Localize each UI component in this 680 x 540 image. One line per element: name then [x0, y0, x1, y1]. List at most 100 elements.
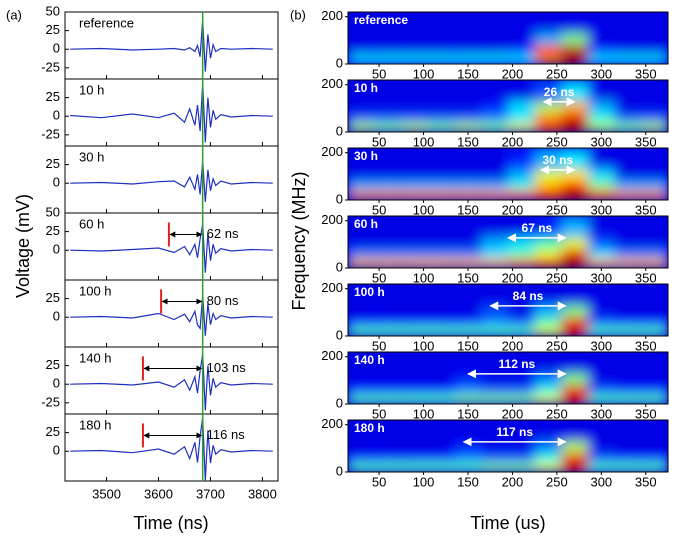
x-tick-label: 150: [457, 338, 479, 353]
x-axis-title: Time (ns): [133, 513, 208, 533]
heatmap-cell: [401, 113, 428, 123]
heatmap-cell: [508, 148, 535, 170]
heatmap-cell: [534, 453, 562, 463]
heatmap-cell: [614, 394, 642, 404]
heatmap-cell: [374, 462, 402, 472]
heatmap-cell: [614, 284, 642, 306]
heatmap-cell: [374, 394, 402, 404]
heatmap-cell: [508, 45, 535, 55]
heatmap-cell: [401, 394, 428, 404]
heatmap-cell: [641, 352, 668, 374]
x-tick-label: 100: [413, 134, 435, 149]
heatmap-cell: [534, 373, 562, 386]
heatmap-cell: [614, 12, 642, 34]
heatmap-cell: [614, 237, 642, 250]
heatmap-cell: [428, 54, 455, 64]
x-tick-label: 300: [590, 134, 612, 149]
y-tick-label: 200: [321, 280, 343, 295]
heatmap-cell: [641, 148, 668, 170]
y-tick-label: 50: [46, 204, 60, 219]
heatmap-cell: [348, 33, 375, 46]
x-tick-label: 350: [635, 270, 657, 285]
heatmap-cell: [614, 190, 642, 200]
heatmap-cell: [508, 441, 535, 454]
heatmap-cell: [374, 305, 402, 318]
heatmap-cell: [348, 385, 375, 395]
heatmap-cell: [454, 12, 482, 34]
x-tick-label: 150: [457, 270, 479, 285]
y-tick-label: 0: [336, 259, 343, 274]
heatmap-cell: [614, 169, 642, 182]
plot-frame: [64, 413, 279, 482]
heatmap-cell: [401, 284, 428, 306]
heatmap-cell: [561, 12, 588, 34]
spectrogram-cells: [348, 420, 668, 472]
trace-label: reference: [79, 15, 134, 30]
x-tick-label: 200: [502, 338, 524, 353]
heatmap-cell: [401, 373, 428, 386]
heatmap-cell: [561, 326, 588, 336]
heatmap-cell: [481, 317, 508, 327]
x-tick-label: 150: [457, 66, 479, 81]
spectrogram: [348, 284, 668, 336]
heatmap-cell: [428, 284, 455, 306]
heatmap-cell: [561, 80, 588, 102]
y-tick-label: 0: [336, 463, 343, 478]
heatmap-cell: [641, 258, 668, 268]
heatmap-cell: [401, 45, 428, 55]
heatmap-cell: [508, 113, 535, 123]
heatmap-cell: [374, 441, 402, 454]
x-tick-label: 300: [590, 66, 612, 81]
heatmap-cell: [401, 385, 428, 395]
y-tick-label: 25: [46, 223, 60, 238]
heatmap-cell: [428, 216, 455, 238]
heatmap-cell: [534, 326, 562, 336]
x-tick-label: 200: [502, 474, 524, 489]
heatmap-cell: [508, 101, 535, 114]
y-tick-label: 0: [53, 41, 60, 56]
heatmap-cell: [561, 249, 588, 259]
heatmap-cell: [454, 33, 482, 46]
y-tick-label: 25: [46, 22, 60, 37]
heatmap-cell: [481, 326, 508, 336]
heatmap-cell: [561, 284, 588, 306]
heatmap-cell: [561, 169, 588, 182]
trace-label: 30 h: [79, 149, 104, 164]
heatmap-cell: [508, 169, 535, 182]
x-tick-label: 150: [457, 474, 479, 489]
heatmap-cell: [454, 216, 482, 238]
heatmap-cell: [481, 373, 508, 386]
heatmap-cell: [588, 441, 615, 454]
heatmap-cell: [348, 326, 375, 336]
heatmap-cell: [561, 453, 588, 463]
heatmap-cell: [374, 80, 402, 102]
heatmap-cell: [588, 33, 615, 46]
heatmap-cell: [374, 284, 402, 306]
x-tick-label: 250: [546, 474, 568, 489]
heatmap-cell: [561, 101, 588, 114]
heatmap-cell: [428, 420, 455, 442]
heatmap-cell: [374, 352, 402, 374]
heatmap-cell: [374, 12, 402, 34]
x-tick-label: 250: [546, 406, 568, 421]
plot-frame: [347, 79, 669, 133]
x-tick-label: 350: [635, 406, 657, 421]
heatmap-cell: [508, 420, 535, 442]
heatmap-cell: [401, 148, 428, 170]
plot-frame: [347, 419, 669, 473]
heatmap-cell: [508, 326, 535, 336]
x-tick-label: 350: [635, 134, 657, 149]
heatmap-cell: [508, 373, 535, 386]
heatmap-cell: [348, 249, 375, 259]
x-tick-label: 250: [546, 270, 568, 285]
heatmap-cell: [374, 373, 402, 386]
heatmap-cell: [348, 453, 375, 463]
heatmap-cell: [614, 441, 642, 454]
heatmap-cell: [641, 441, 668, 454]
spectrogram: [348, 148, 668, 200]
y-tick-label: 0: [336, 191, 343, 206]
heatmap-cell: [561, 352, 588, 374]
heatmap-cell: [348, 420, 375, 442]
heatmap-cell: [641, 385, 668, 395]
heatmap-cell: [614, 80, 642, 102]
